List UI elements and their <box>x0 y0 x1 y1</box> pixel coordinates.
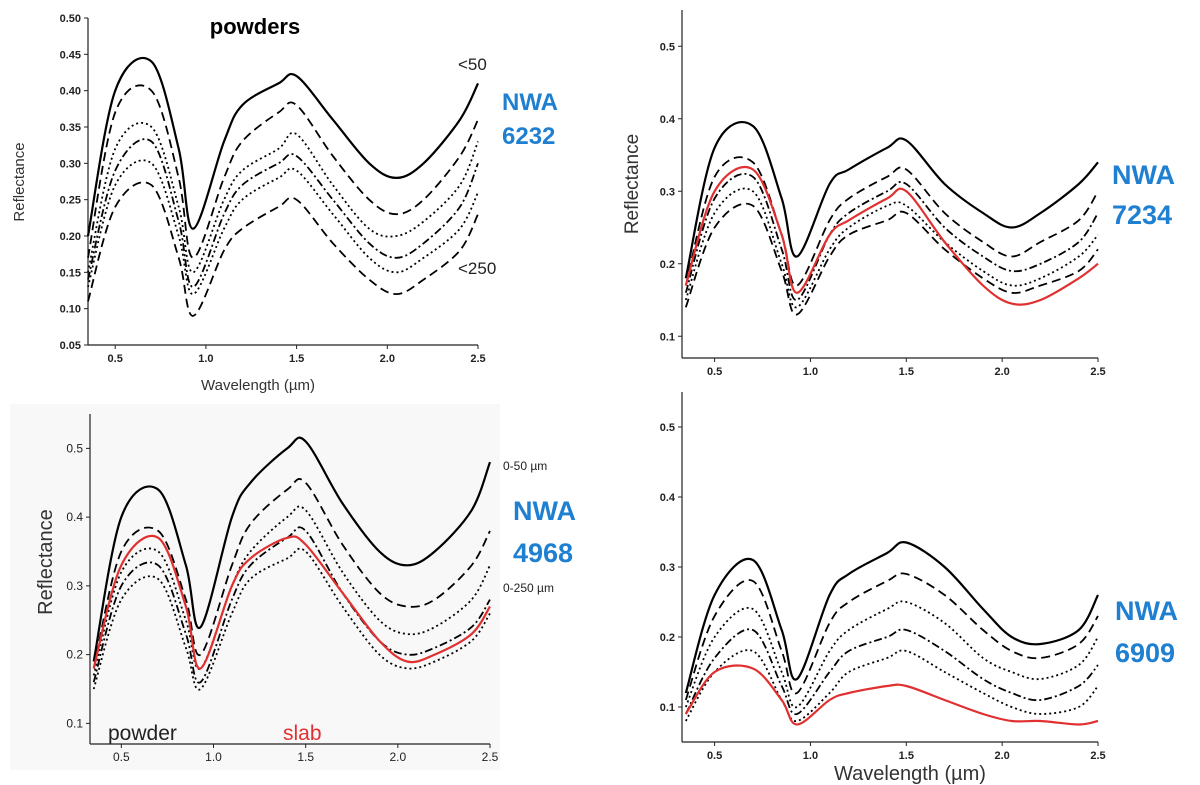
series-line-powder-2 <box>87 122 479 274</box>
sample-label-line2: 4968 <box>513 538 573 568</box>
y-tick-label: 0.1 <box>66 716 83 730</box>
y-tick-label: 0.05 <box>60 340 81 352</box>
series-line-powder-3 <box>92 526 491 684</box>
y-tick-label: 0.30 <box>60 158 81 170</box>
series-line-powder-0 <box>86 56 479 237</box>
series-line-powder-3 <box>87 138 479 288</box>
series-line-powder-2 <box>684 172 1099 301</box>
sample-label-line2: 6232 <box>502 123 555 150</box>
y-tick-label: 0.5 <box>660 422 675 434</box>
x-axis-title: Wavelength (µm) <box>201 377 315 394</box>
x-tick-label: 2.0 <box>389 750 406 764</box>
series-line-powder-1 <box>87 84 479 259</box>
sample-label-line1: NWA <box>513 496 576 526</box>
y-tick-label: 0.35 <box>60 122 81 134</box>
chart-nwa-6909: Wavelength (µm) NWA 6909 0.1 0.2 0.3 0.4 0.5… <box>660 392 1178 785</box>
series-line-powder-1 <box>684 156 1099 287</box>
x-tick-label: 1.5 <box>899 750 914 762</box>
chart-nwa-7234: Reflectance NWA 7234 0.1 0.2 0.3 0.4 0.5 0.5 1… <box>622 10 1175 378</box>
series-line-powder-1 <box>684 572 1099 701</box>
y-tick-label: 0.4 <box>660 114 676 126</box>
x-tick-label: 0.5 <box>108 353 123 365</box>
plot-area: 0.1 0.2 0.3 0.4 0.5 0.5 1.0 1.5 2.0 2.5 <box>66 414 499 764</box>
series-line-slab <box>92 535 491 670</box>
x-tick-label: 0.5 <box>707 366 722 378</box>
series-line-powder-3 <box>685 628 1099 715</box>
x-tick-label: 1.5 <box>297 750 314 764</box>
sample-label-line2: 6909 <box>1115 638 1175 668</box>
series-line-powder-0 <box>684 540 1099 694</box>
sample-label-line1: NWA <box>502 89 558 116</box>
y-tick-label: 0.40 <box>60 86 81 98</box>
series-line-powder-2 <box>684 600 1099 709</box>
y-tick-label: 0.15 <box>60 267 81 279</box>
x-tick-label: 1.5 <box>289 353 304 365</box>
x-tick-label: 2.5 <box>482 750 499 764</box>
plot-area: 0.1 0.2 0.3 0.4 0.5 0.5 1.0 1.5 2.0 2.5 <box>660 10 1106 378</box>
x-tick-label: 1.0 <box>205 750 222 764</box>
sample-label-line1: NWA <box>1112 160 1175 190</box>
y-tick-label: 0.45 <box>60 49 81 61</box>
sample-label-line2: 7234 <box>1112 200 1172 230</box>
x-tick-label: 2.5 <box>1090 750 1105 762</box>
chart-title: powders <box>210 14 300 39</box>
series-line-powder-4 <box>685 649 1099 722</box>
y-axis-title: Reflectance <box>11 142 28 221</box>
annotation-coarse: <250 <box>458 259 496 278</box>
plot-area: 0.050.100.150.200.250.300.350.400.450.50… <box>60 13 486 365</box>
x-tick-label: 2.0 <box>994 750 1009 762</box>
y-tick-label: 0.1 <box>660 702 675 714</box>
series-line-powder-1 <box>92 478 491 669</box>
y-tick-label: 0.1 <box>660 331 675 343</box>
y-tick-label: 0.3 <box>660 562 675 574</box>
annotation-fine: 0-50 µm <box>503 459 547 473</box>
x-tick-label: 1.0 <box>803 750 818 762</box>
legend-slab: slab <box>283 722 322 745</box>
series-line-powder-0 <box>92 436 492 662</box>
x-tick-label: 1.0 <box>803 366 818 378</box>
y-tick-label: 0.3 <box>660 186 675 198</box>
series-line-powder-2 <box>92 505 491 676</box>
y-tick-label: 0.2 <box>66 648 83 662</box>
x-tick-label: 2.5 <box>470 353 485 365</box>
plot-area: 0.1 0.2 0.3 0.4 0.5 0.5 1.0 1.5 2.0 2.5 <box>660 392 1106 762</box>
x-tick-label: 0.5 <box>113 750 130 764</box>
y-axis-title: Reflectance <box>35 509 57 615</box>
y-tick-label: 0.4 <box>660 492 676 504</box>
y-tick-label: 0.5 <box>66 441 83 455</box>
x-tick-label: 0.5 <box>707 750 722 762</box>
y-tick-label: 0.3 <box>66 579 83 593</box>
x-tick-label: 2.5 <box>1090 366 1105 378</box>
y-tick-label: 0.4 <box>66 510 83 524</box>
annotation-fine: <50 <box>458 55 487 74</box>
series-line-powder-4 <box>87 159 479 295</box>
x-tick-label: 1.5 <box>899 366 914 378</box>
series-line-powder-4 <box>684 202 1099 316</box>
legend-powder: powder <box>108 722 177 745</box>
x-tick-label: 2.0 <box>380 353 395 365</box>
sample-label-line1: NWA <box>1115 596 1178 626</box>
series-line-powder-4 <box>92 547 491 691</box>
x-tick-label: 1.0 <box>198 353 213 365</box>
y-tick-label: 0.5 <box>660 41 675 53</box>
chart-nwa-4968: Reflectance 0-50 µm 0-250 µm powder slab… <box>10 404 576 770</box>
y-tick-label: 0.2 <box>660 259 675 271</box>
y-tick-label: 0.2 <box>660 632 675 644</box>
x-axis-title: Wavelength (µm) <box>834 763 986 785</box>
series-line-slab <box>684 664 1099 726</box>
annotation-coarse: 0-250 µm <box>503 581 554 595</box>
series-line-slab <box>684 166 1099 306</box>
y-tick-label: 0.25 <box>60 195 81 207</box>
y-tick-label: 0.50 <box>60 13 81 25</box>
series-line-powder-3 <box>684 187 1099 309</box>
chart-nwa-6232: powders Reflectance Wavelength (µm) <50 … <box>11 13 558 394</box>
series-line-powder-0 <box>684 121 1099 279</box>
x-tick-label: 2.0 <box>994 366 1009 378</box>
y-tick-label: 0.10 <box>60 304 81 316</box>
y-tick-label: 0.20 <box>60 231 81 243</box>
y-axis-title: Reflectance <box>622 134 643 234</box>
series-line-powder-5 <box>87 181 479 317</box>
